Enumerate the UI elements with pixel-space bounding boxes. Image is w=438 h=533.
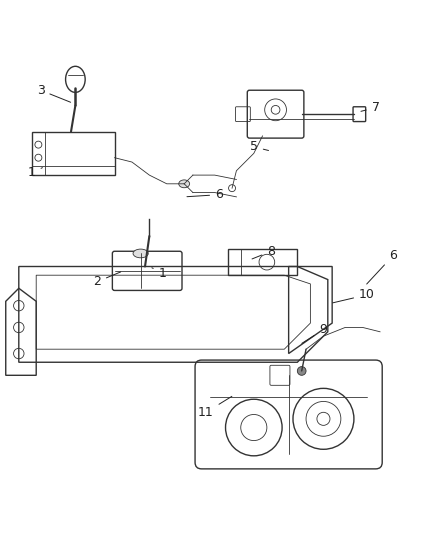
Text: 1: 1: [28, 166, 42, 180]
Text: 8: 8: [252, 245, 275, 259]
Ellipse shape: [179, 180, 190, 188]
Circle shape: [297, 367, 306, 375]
Text: 2: 2: [93, 272, 121, 288]
Text: 11: 11: [198, 397, 232, 419]
Text: 6: 6: [187, 188, 223, 201]
Text: 9: 9: [302, 323, 327, 343]
Ellipse shape: [133, 249, 148, 258]
Text: 5: 5: [250, 140, 268, 154]
Text: 6: 6: [367, 249, 397, 284]
Text: 7: 7: [361, 101, 380, 114]
Text: 10: 10: [333, 288, 375, 303]
Text: 3: 3: [37, 84, 71, 102]
Text: 1: 1: [152, 266, 166, 279]
